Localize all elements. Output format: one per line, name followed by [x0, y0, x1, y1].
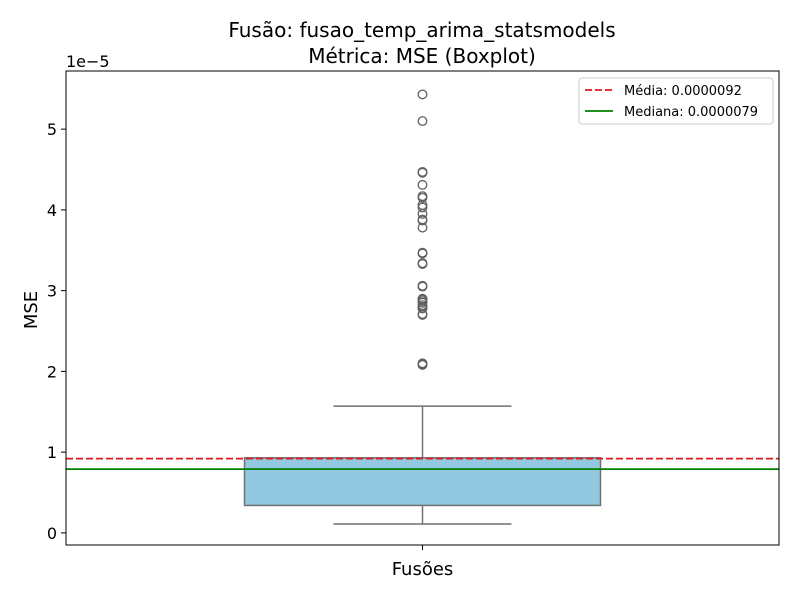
outlier-point: [417, 116, 428, 127]
y-tick-label: 2: [47, 362, 57, 381]
y-tick-label: 1: [47, 443, 57, 462]
y-tick-label: 3: [47, 282, 57, 301]
outlier-point: [417, 202, 428, 213]
chart-subtitle: Métrica: MSE (Boxplot): [308, 44, 536, 68]
legend-label: Média: 0.0000092: [624, 84, 742, 99]
y-tick-label: 4: [47, 201, 57, 220]
legend-box: [578, 77, 774, 125]
y-axis-label: MSE: [21, 291, 42, 329]
outlier-point: [417, 215, 428, 226]
outlier-point: [417, 167, 428, 178]
chart-title: Fusão: fusao_temp_arima_statsmodels: [228, 18, 615, 42]
y-tick-label: 5: [47, 120, 57, 139]
legend-label: Mediana: 0.0000079: [624, 105, 758, 120]
outlier-point: [417, 222, 428, 233]
outlier-point: [417, 359, 428, 370]
outlier-point: [417, 179, 428, 190]
outlier-point: [417, 303, 428, 314]
outlier-point: [417, 309, 428, 320]
x-tick-label: Fusões: [392, 559, 454, 580]
outlier-point: [417, 281, 428, 292]
outlier-point: [417, 192, 428, 203]
outlier-point: [417, 248, 428, 259]
box-iqr: [243, 457, 602, 507]
outlier-point: [417, 208, 428, 219]
y-tick-label: 0: [47, 524, 57, 543]
plot-area: 0 1 2 3 4 5 Fusões Média: 0.0000092 Mediana: 0.0…: [47, 70, 780, 580]
y-offset-text: 1e−5: [66, 52, 110, 71]
outlier-point: [417, 259, 428, 269]
outlier-point: [417, 89, 428, 100]
